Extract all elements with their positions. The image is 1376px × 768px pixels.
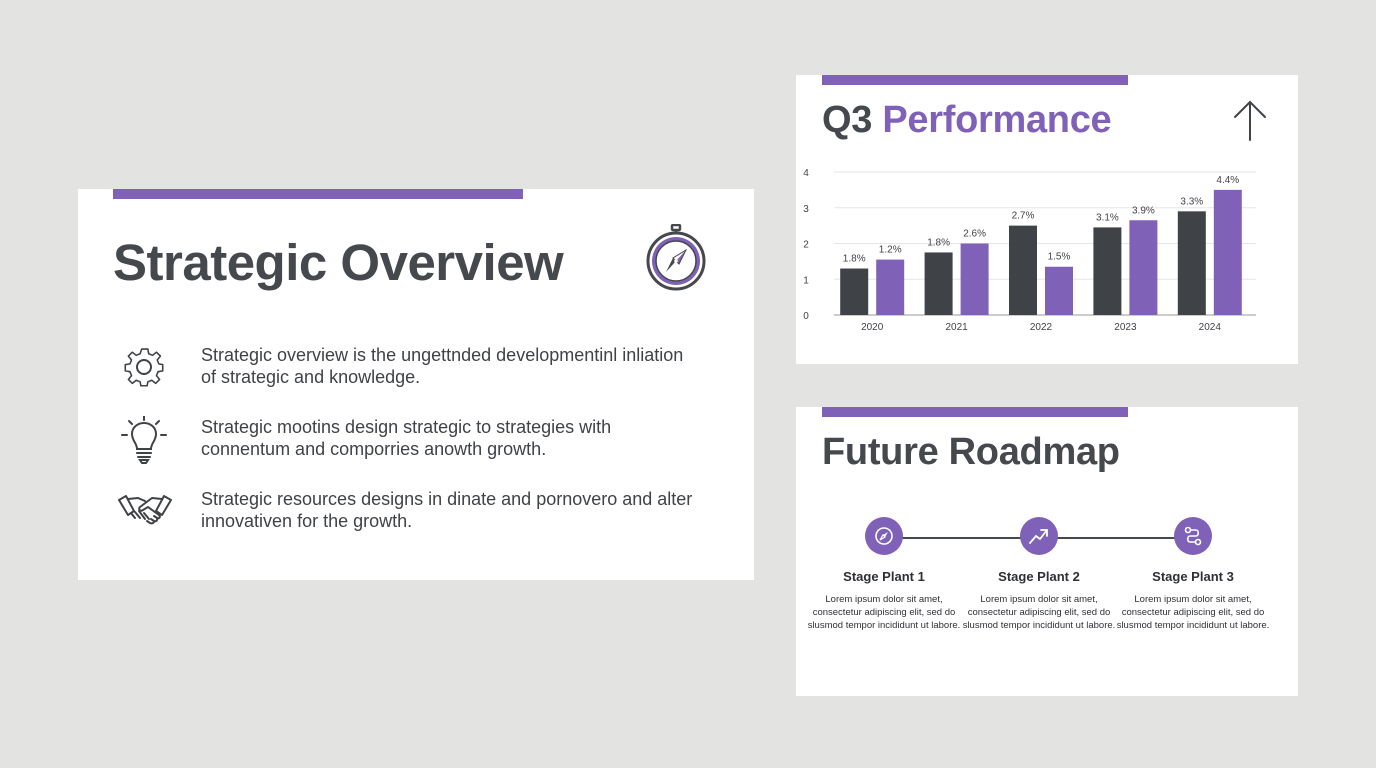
overview-item-text: Strategic mootins design strategic to st… [201, 417, 612, 459]
accent-bar [822, 75, 1128, 85]
future-roadmap-card: Future Roadmap Stage Plant 1 Lorem ipsum… [796, 407, 1298, 696]
bar [1009, 225, 1037, 315]
x-tick-label: 2023 [1114, 322, 1137, 333]
bar [924, 252, 953, 315]
route-icon [1184, 526, 1202, 546]
stage-name: Stage Plant 2 [998, 569, 1080, 584]
data-label: 3.3% [1180, 196, 1203, 207]
y-tick-label: 2 [803, 240, 809, 251]
compass-icon [646, 224, 706, 291]
stage-description: Lorem ipsum dolor sit amet, consectetur … [962, 594, 1116, 631]
y-tick-label: 0 [803, 311, 809, 322]
data-label: 3.1% [1096, 212, 1119, 223]
overview-item: Strategic overview is the ungettnded dev… [118, 344, 718, 404]
stage-marker [1174, 517, 1212, 555]
bar [960, 243, 989, 315]
y-tick-label: 3 [803, 204, 809, 215]
q3-performance-card: Q3 Performance 0 1 2 3 4 1.8% 1.2% 2020 1.8% 2.6%… [796, 75, 1298, 364]
overview-item-text: Strategic resources designs in dinate an… [201, 489, 693, 531]
data-label: 4.4% [1216, 175, 1239, 186]
stage-description: Lorem ipsum dolor sit amet, consectetur … [1116, 594, 1270, 631]
accent-bar [113, 189, 523, 199]
trend-up-icon [1029, 529, 1048, 544]
roadmap-stage: Stage Plant 3 Lorem ipsum dolor sit amet… [1115, 517, 1271, 632]
stage-description: Lorem ipsum dolor sit amet, consectetur … [807, 594, 961, 631]
bar [1045, 266, 1073, 315]
stage-marker [865, 517, 903, 555]
handshake-icon [118, 495, 172, 525]
data-label: 1.8% [927, 237, 950, 248]
stage-name: Stage Plant 1 [843, 569, 925, 584]
bar [840, 268, 869, 315]
data-label: 1.5% [1048, 252, 1071, 263]
data-label: 2.6% [963, 229, 986, 240]
compass-icon [875, 527, 893, 545]
overview-item: Strategic mootins design strategic to st… [118, 416, 718, 476]
strategic-overview-card: Strategic Overview Strategic overview is… [78, 189, 754, 580]
x-tick-label: 2020 [861, 322, 884, 333]
overview-title: Strategic Overview [113, 234, 564, 291]
performance-title: Q3 Performance [822, 99, 1112, 142]
x-tick-label: 2021 [945, 322, 968, 333]
roadmap-title: Future Roadmap [822, 431, 1120, 473]
x-tick-label: 2024 [1199, 322, 1222, 333]
data-label: 1.2% [879, 245, 902, 256]
roadmap-stage: Stage Plant 1 Lorem ipsum dolor sit amet… [806, 517, 962, 632]
overview-item-text: Strategic overview is the ungettnded dev… [201, 345, 684, 387]
data-label: 1.8% [843, 254, 866, 265]
performance-bar-chart: 0 1 2 3 4 1.8% 1.2% 2020 1.8% 2.6% 2021 2.7% 1.5% 202… [803, 168, 1256, 333]
bar [1129, 220, 1158, 315]
x-tick-label: 2022 [1030, 322, 1053, 333]
stage-marker [1020, 517, 1058, 555]
performance-title-q3: Q3 [822, 99, 873, 141]
performance-title-word: Performance [882, 99, 1112, 141]
bar [1177, 211, 1206, 315]
bar [1213, 189, 1242, 315]
overview-item: Strategic resources designs in dinate an… [118, 488, 718, 548]
accent-bar [822, 407, 1128, 417]
data-label: 3.9% [1132, 205, 1155, 216]
bar [876, 259, 905, 315]
roadmap-stage: Stage Plant 2 Lorem ipsum dolor sit amet… [961, 517, 1117, 632]
data-label: 2.7% [1012, 211, 1035, 222]
stage-name: Stage Plant 3 [1152, 569, 1234, 584]
y-tick-label: 1 [803, 275, 809, 286]
lightbulb-icon [121, 416, 167, 464]
y-tick-label: 4 [803, 168, 809, 179]
arrow-up-icon [1234, 100, 1266, 141]
bar [1093, 227, 1122, 315]
gear-icon [124, 348, 164, 387]
